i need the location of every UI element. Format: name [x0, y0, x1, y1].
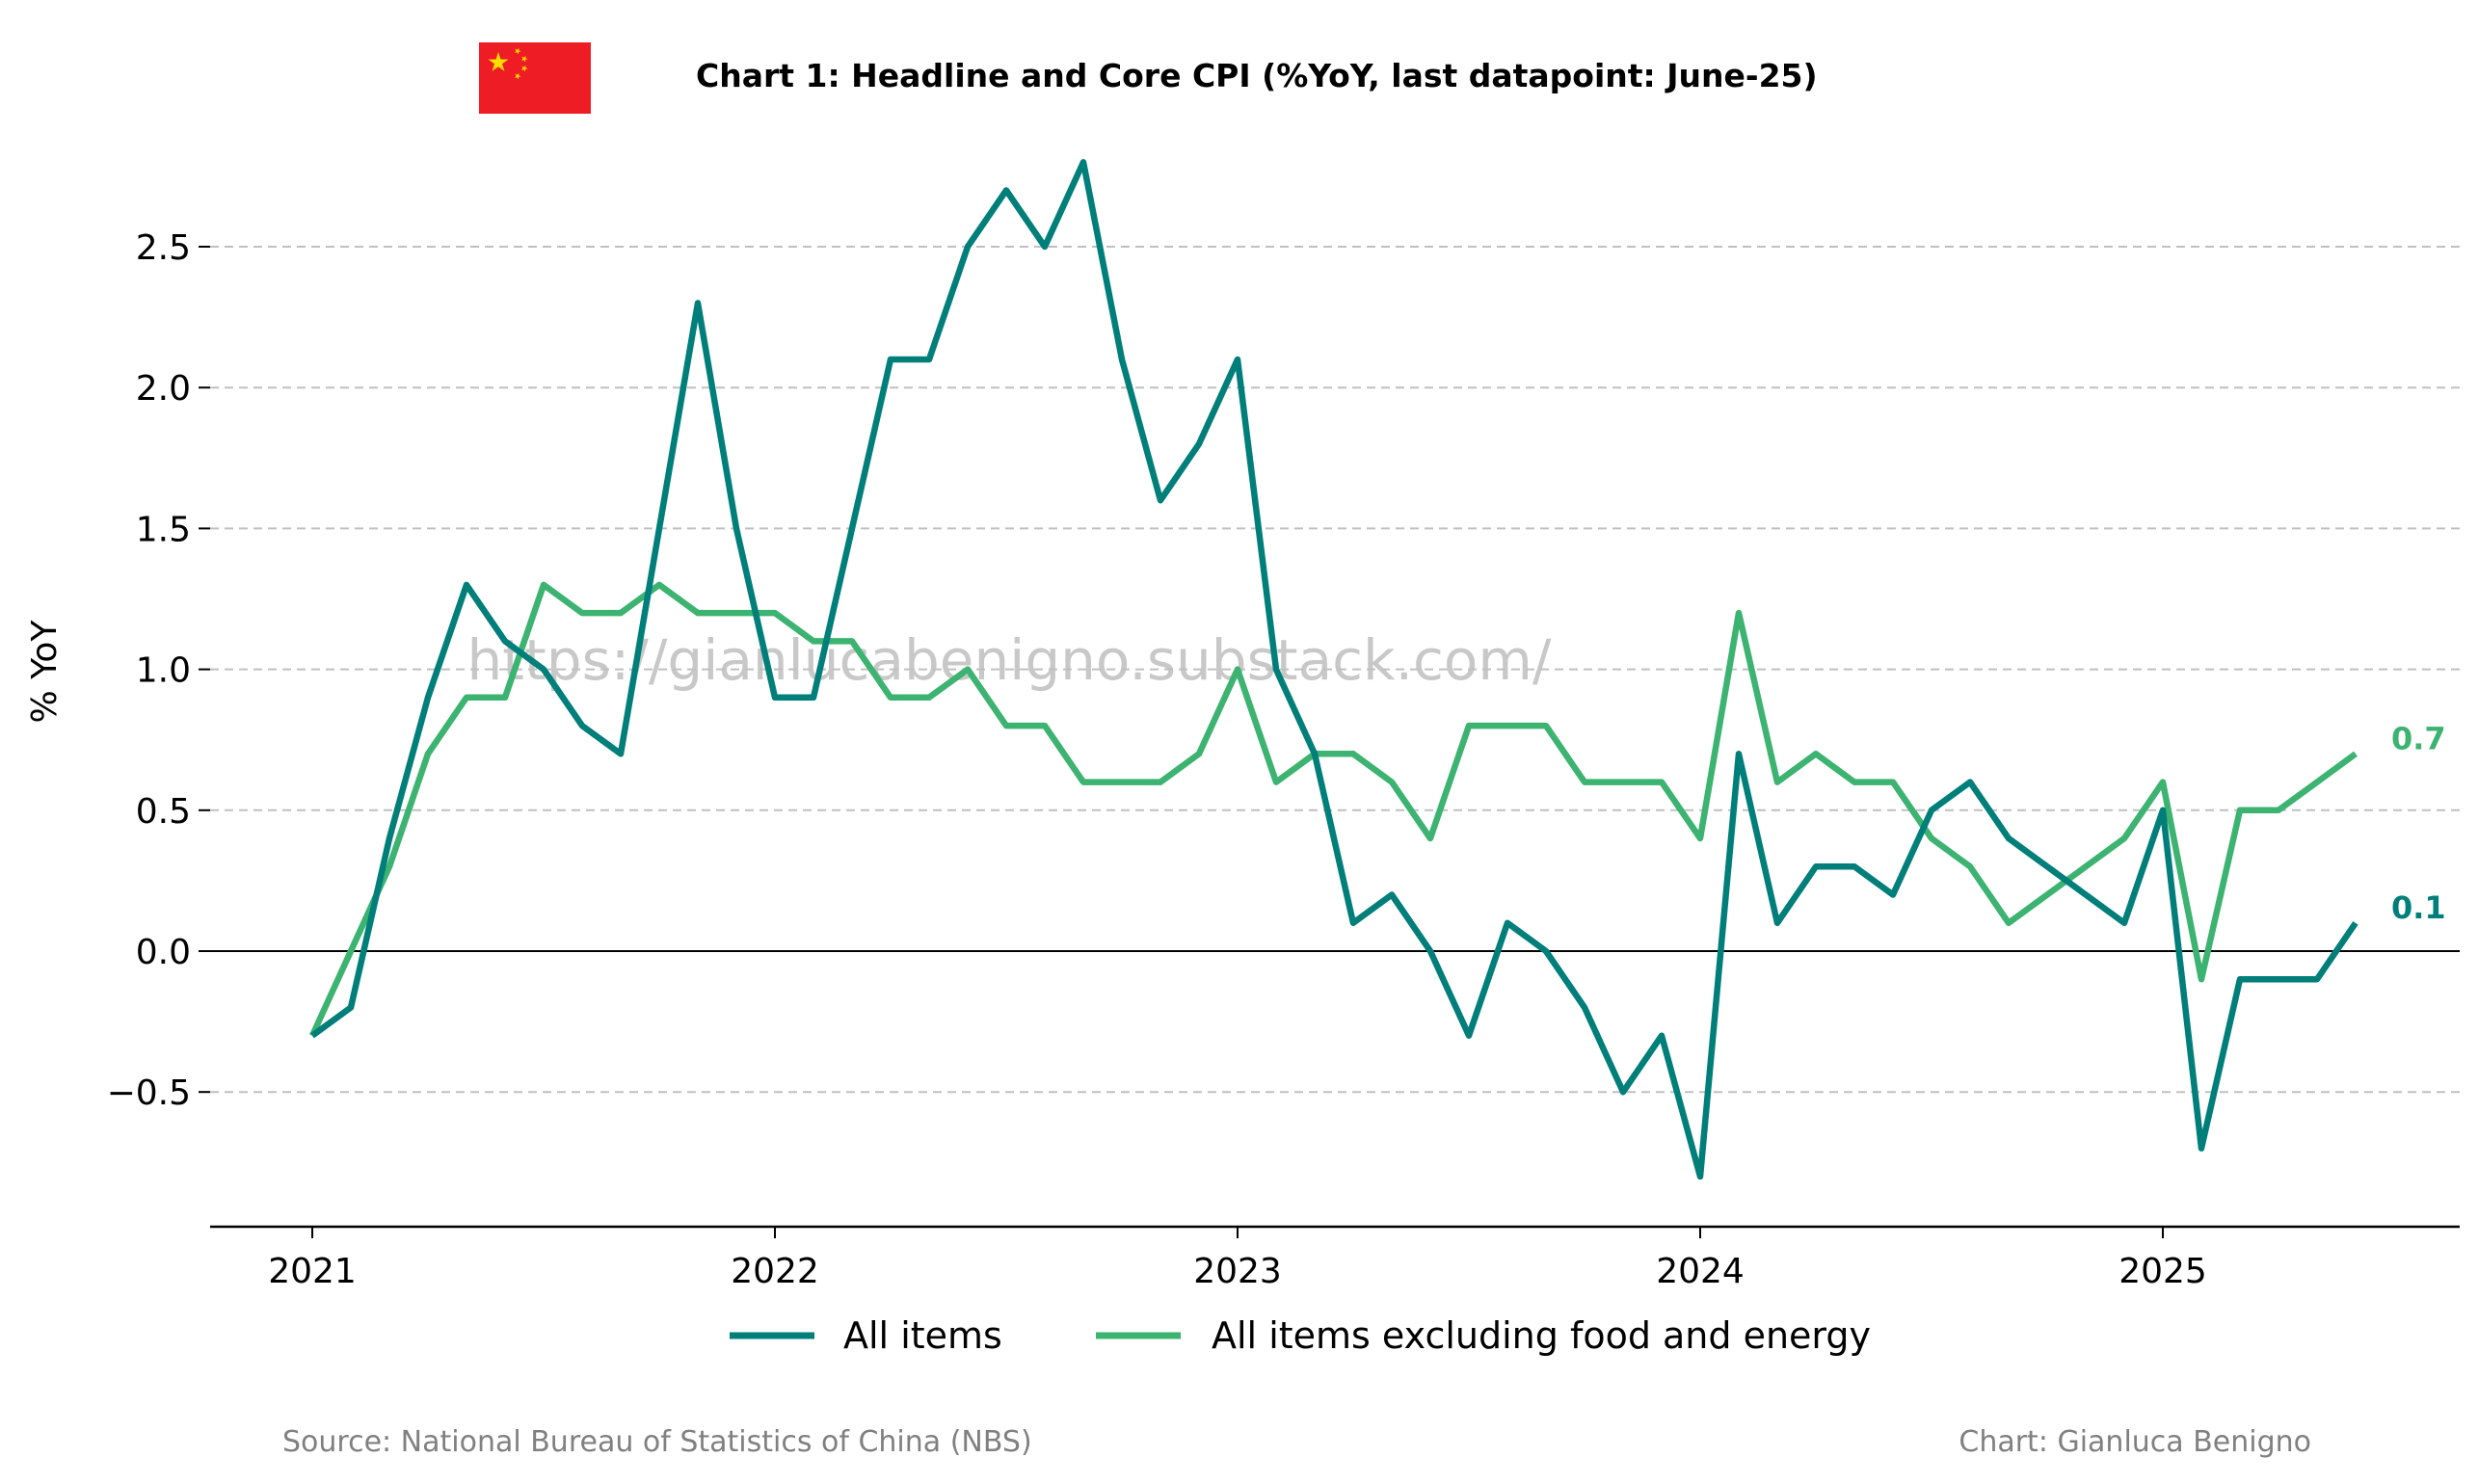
- end-label-all-items: 0.1: [2391, 889, 2446, 926]
- y-axis-ticks: −0.5 0.0 0.5 1.0 1.5 2.0 2.5: [107, 228, 210, 1113]
- y-tick-label: 1.0: [136, 651, 191, 691]
- chart-credit: Chart: Gianluca Benigno: [1958, 1425, 2311, 1459]
- legend-label-all-items: All items: [843, 1314, 1002, 1357]
- x-tick-label: 2023: [1193, 1252, 1282, 1291]
- series-lines: [309, 159, 2358, 1180]
- x-tick-label: 2025: [2118, 1252, 2207, 1291]
- china-flag-icon: [479, 42, 591, 114]
- chart-title: Chart 1: Headline and Core CPI (%YoY, la…: [696, 57, 1818, 94]
- end-label-core: 0.7: [2391, 720, 2446, 756]
- y-tick-label: 1.5: [136, 510, 191, 549]
- y-tick-label: 0.5: [136, 792, 191, 832]
- source-note: Source: National Bureau of Statistics of…: [282, 1425, 1032, 1459]
- x-tick-label: 2024: [1656, 1252, 1745, 1291]
- y-tick-label: 2.5: [136, 228, 191, 268]
- watermark: https://gianlucabenigno.substack.com/: [467, 627, 1552, 693]
- y-tick-label: 0.0: [136, 933, 191, 972]
- x-tick-label: 2021: [268, 1252, 357, 1291]
- x-tick-label: 2022: [731, 1252, 819, 1291]
- series-line-all-items: [310, 159, 2358, 1180]
- end-labels: 0.1 0.7: [2391, 720, 2446, 925]
- y-tick-label: 2.0: [136, 369, 191, 409]
- x-axis-ticks: 2021 2022 2023 2024 2025: [268, 1227, 2207, 1291]
- series-line-core: [309, 581, 2358, 1038]
- y-tick-label: −0.5: [107, 1073, 191, 1113]
- legend-label-core: All items excluding food and energy: [1212, 1314, 1871, 1357]
- legend: All items All items excluding food and e…: [730, 1314, 1871, 1357]
- y-axis-label: % YoY: [25, 620, 65, 724]
